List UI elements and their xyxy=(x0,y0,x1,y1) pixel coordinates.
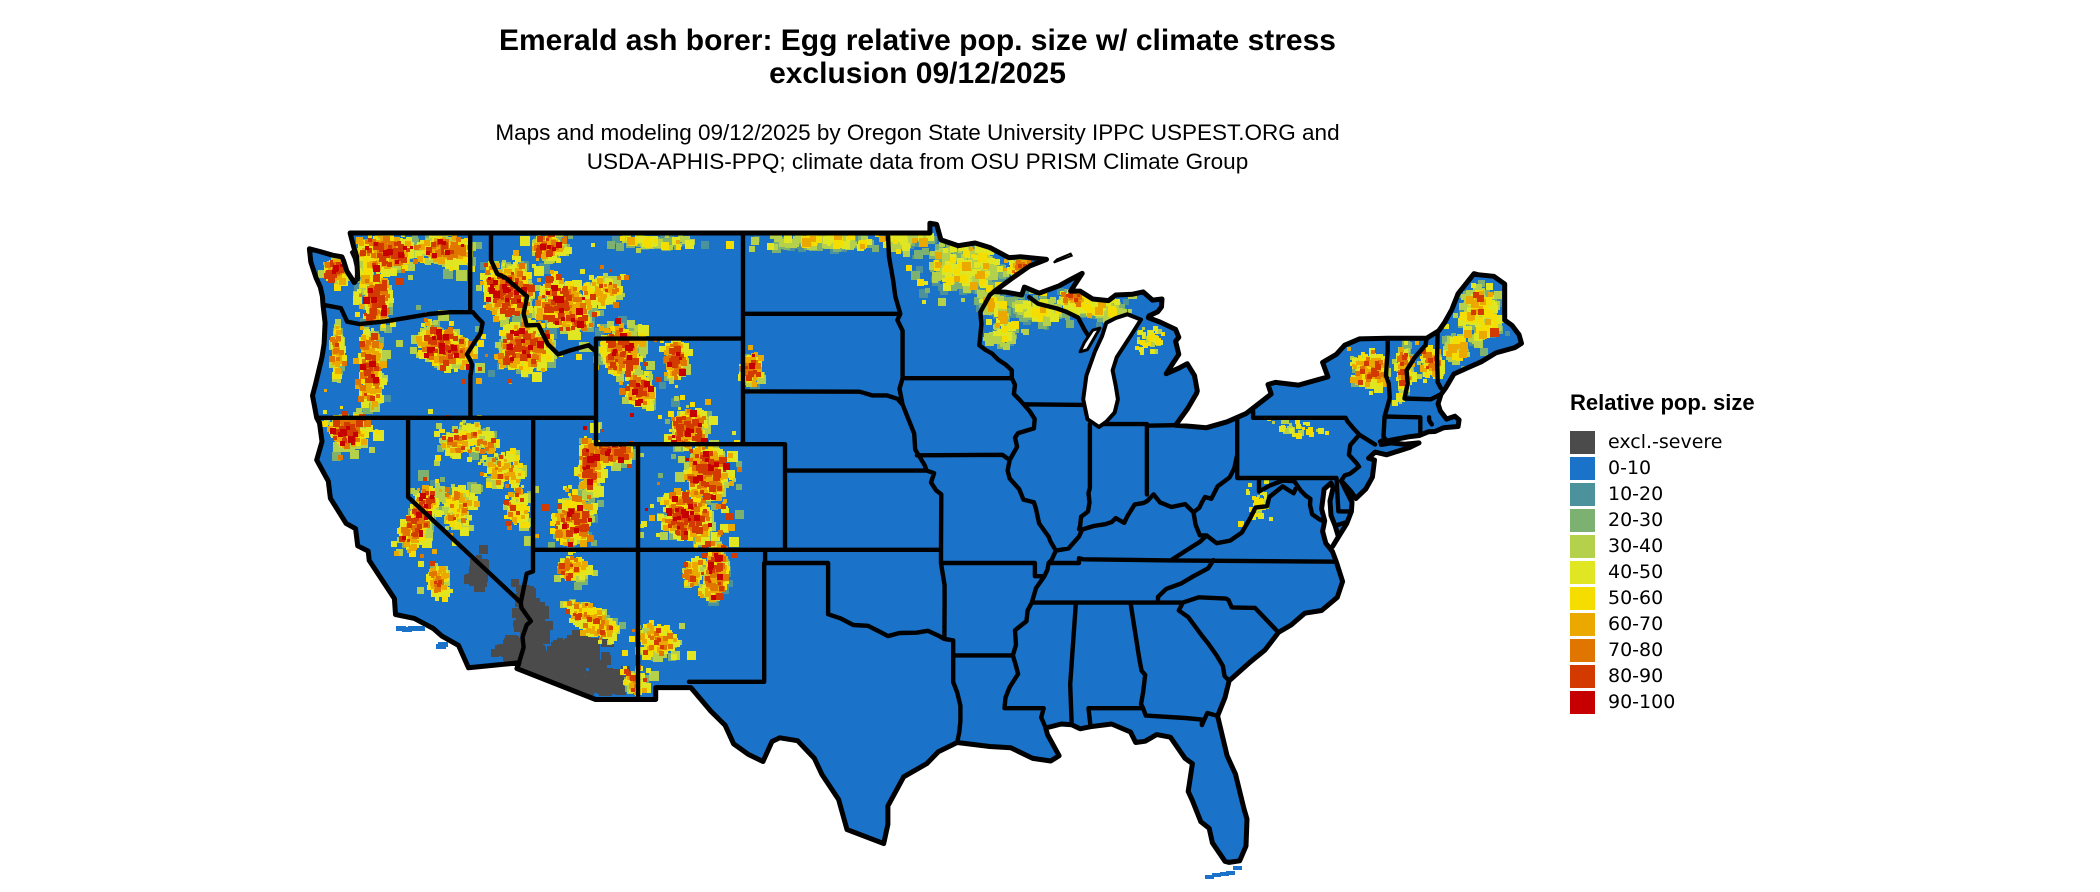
channel-island xyxy=(415,626,425,631)
florida-key xyxy=(1233,866,1242,870)
legend-item: 90-100 xyxy=(1570,689,1900,715)
legend-swatch xyxy=(1570,560,1595,584)
legend-item-label: 10-20 xyxy=(1608,482,1664,505)
legend-item: 40-50 xyxy=(1570,559,1900,585)
channel-island xyxy=(396,626,406,631)
legend-item-label: 40-50 xyxy=(1608,560,1664,583)
legend-items: excl.-severe 0-10 10-20 20-30 30-40 40-50 50-6… xyxy=(1570,429,1900,715)
map-class-speckle-10 xyxy=(330,239,755,600)
legend-title: Relative pop. size xyxy=(1570,390,1755,415)
legend-swatch xyxy=(1570,612,1595,636)
channel-island xyxy=(408,626,418,631)
state-borders xyxy=(314,230,1444,745)
figure-title-line1: Emerald ash borer: Egg relative pop. siz… xyxy=(499,24,1336,57)
legend-item: 30-40 xyxy=(1570,533,1900,559)
lake-michigan xyxy=(1081,312,1143,429)
legend-swatch xyxy=(1570,456,1595,480)
us-outline xyxy=(306,220,1524,865)
green-bay xyxy=(1078,326,1102,354)
legend-item: 60-70 xyxy=(1570,611,1900,637)
florida-key xyxy=(1220,872,1229,876)
figure-subtitle: Maps and modeling 09/12/2025 by Oregon S… xyxy=(295,118,1540,176)
legend-item-label: excl.-severe xyxy=(1608,430,1723,453)
legend: Relative pop. size excl.-severe 0-10 10-20… xyxy=(1570,390,1900,715)
florida-key xyxy=(1226,871,1235,875)
legend-item-label: 70-80 xyxy=(1608,638,1664,661)
legend-item: 20-30 xyxy=(1570,507,1900,533)
legend-swatch xyxy=(1570,508,1595,532)
legend-swatch xyxy=(1570,664,1595,688)
legend-item-label: 20-30 xyxy=(1608,508,1664,531)
legend-item-label: 80-90 xyxy=(1608,664,1664,687)
legend-item: 0-10 xyxy=(1570,455,1900,481)
figure-subtitle-line2: USDA-APHIS-PPQ; climate data from OSU PR… xyxy=(586,149,1249,174)
legend-swatch xyxy=(1570,690,1595,714)
legend-item-label: 90-100 xyxy=(1608,690,1676,713)
legend-swatch xyxy=(1570,638,1595,662)
figure-subtitle-line1: Maps and modeling 09/12/2025 by Oregon S… xyxy=(495,120,1340,145)
legend-item: 80-90 xyxy=(1570,663,1900,689)
legend-item: 50-60 xyxy=(1570,585,1900,611)
figure-header: Emerald ash borer: Egg relative pop. siz… xyxy=(295,24,1540,176)
legend-item: 70-80 xyxy=(1570,637,1900,663)
legend-item-label: 60-70 xyxy=(1608,612,1664,635)
map-excluded-area xyxy=(464,545,633,707)
legend-swatch xyxy=(1570,534,1595,558)
legend-swatch xyxy=(1570,482,1595,506)
legend-item: excl.-severe xyxy=(1570,429,1900,455)
figure-title-line2: exclusion 09/12/2025 xyxy=(769,57,1066,90)
florida-key xyxy=(1212,873,1221,877)
legend-item-label: 50-60 xyxy=(1608,586,1664,609)
florida-key xyxy=(1205,875,1214,879)
isle-royale xyxy=(1053,252,1074,264)
legend-swatch xyxy=(1570,586,1595,610)
legend-item-label: 30-40 xyxy=(1608,534,1664,557)
puget-sound xyxy=(349,248,360,281)
channel-island xyxy=(438,642,448,647)
legend-swatch xyxy=(1570,430,1595,454)
channel-island xyxy=(402,627,412,632)
legend-item: 10-20 xyxy=(1570,481,1900,507)
legend-item-label: 0-10 xyxy=(1608,456,1652,479)
